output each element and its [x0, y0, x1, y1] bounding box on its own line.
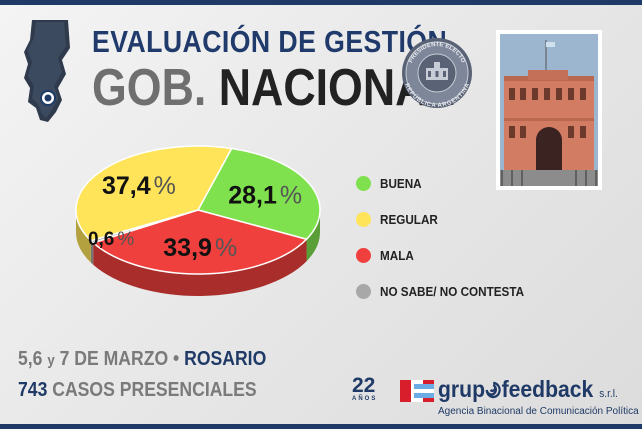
dates-month: DE MARZO: [74, 348, 169, 370]
brand-name-left: grup: [438, 376, 486, 402]
anniversary-number: 22: [352, 374, 376, 397]
legend-label-buena: BUENA: [380, 176, 422, 191]
pie-side-no-sabe-no-contesta: [90, 240, 94, 265]
pie-label-buena: 28,1%: [228, 182, 302, 210]
pie-sides: [76, 210, 320, 296]
brand-suffix: s.r.l.: [599, 388, 618, 400]
flags-icon: [400, 380, 434, 402]
legend-swatch-ns-nc: [356, 284, 371, 299]
dates-y: y: [47, 352, 55, 369]
pie-slice-mala: [91, 209, 308, 275]
anniversary-logo: 22 AÑOS: [352, 374, 378, 402]
survey-city: ROSARIO: [184, 348, 267, 370]
pie-percent-no-sabe-no-contesta: %: [117, 229, 134, 250]
legend-swatch-buena: [356, 176, 371, 191]
anniversary-sub: AÑOS: [352, 396, 378, 402]
santa-fe-map-icon: [24, 20, 70, 122]
pie-percent-regular: %: [154, 172, 176, 200]
legend-item-mala: MALA: [356, 246, 540, 265]
pie-chart: 28,1 %33,9 %0,6 %37,4%: [75, 145, 321, 296]
pie-value-no-sabe-no-contesta: 0,6: [88, 229, 114, 250]
dates-days: 5,6: [18, 348, 43, 370]
legend-item-buena: BUENA: [356, 174, 540, 193]
survey-cases: 743 CASOS PRESENCIALES: [18, 379, 257, 402]
brand-swirl-icon: [485, 381, 501, 399]
top-stripe: [0, 0, 642, 5]
dates-bullet: •: [173, 348, 180, 370]
brand-tagline: Agencia Binacional de Comunicación Polít…: [438, 406, 639, 417]
legend-swatch-regular: [356, 212, 371, 227]
pie-label-mala: 33,9%: [163, 234, 237, 262]
title-line1: EVALUACIÓN DE GESTIÓN: [92, 24, 448, 59]
brand-name-right: feedback: [501, 376, 594, 402]
pie-percent-buena: %: [280, 182, 302, 210]
pie-value-buena: 28,1: [228, 182, 277, 210]
pie-side-mala: [93, 239, 307, 296]
legend-label-ns-nc: NO SABE/ NO CONTESTA: [380, 284, 525, 299]
legend-label-mala: MALA: [380, 248, 414, 263]
brand-name: grup feedback s.r.l.: [438, 376, 618, 403]
survey-dates: 5,6 y 7 DE MARZO • ROSARIO: [18, 348, 266, 371]
cases-number: 743: [18, 379, 48, 401]
dates-day: 7: [59, 348, 70, 370]
pie-side-regular: [76, 210, 91, 263]
pie-side-buena: [306, 210, 320, 262]
presidential-seal-icon: PRESIDENTE ELECTO REPÚBLICA ARGENTINA: [402, 38, 472, 109]
title-gob: GOB.: [92, 59, 207, 117]
legend-label-regular: REGULAR: [380, 212, 438, 227]
pie-slice-regular: [75, 145, 233, 242]
pie-percent-mala: %: [215, 234, 237, 262]
legend-swatch-mala: [356, 248, 371, 263]
legend-item-ns-nc: NO SABE/ NO CONTESTA: [356, 282, 540, 301]
pie-label-no-sabe-no-contesta: 0,6%: [88, 229, 134, 250]
pie-value-regular: 37,4: [102, 172, 151, 200]
bottom-stripe: [0, 424, 642, 429]
chart-legend: BUENA REGULAR MALA NO SABE/ NO CONTESTA: [356, 174, 540, 318]
cases-text: CASOS PRESENCIALES: [52, 379, 257, 401]
pie-label-regular: 37,4%: [102, 172, 176, 200]
pie-slice-buena: [196, 147, 321, 241]
legend-item-regular: REGULAR: [356, 210, 540, 229]
casa-rosada-photo: [496, 30, 602, 190]
pie-value-mala: 33,9: [163, 234, 212, 262]
